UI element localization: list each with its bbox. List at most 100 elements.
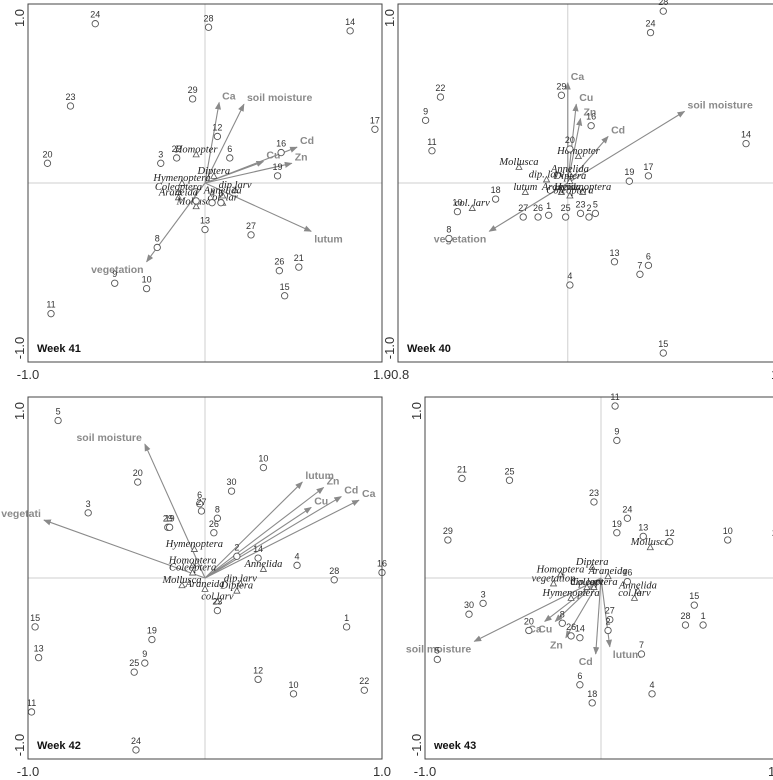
site-point xyxy=(644,261,653,269)
site-label: 14 xyxy=(345,17,355,27)
species-marker xyxy=(468,204,476,211)
site-label: 25 xyxy=(504,466,514,476)
site-label: 7 xyxy=(637,260,642,270)
env-label: Zn xyxy=(550,640,563,652)
species-label: Diptera xyxy=(575,557,609,568)
site-point xyxy=(254,675,262,684)
panel-week-40: Ca Cu Zn Cd soil moisture vegetation Homopter M… xyxy=(382,0,773,382)
y-tick-min: -1.0 xyxy=(409,734,424,756)
site-label: 23 xyxy=(65,92,75,102)
site-point xyxy=(273,172,282,180)
site-label: 11 xyxy=(46,300,55,310)
site-point xyxy=(567,632,575,640)
panel-title: Week 42 xyxy=(37,740,81,752)
site-point xyxy=(576,681,584,689)
species-label: Araneida xyxy=(588,566,628,577)
site-label: 29 xyxy=(556,81,566,91)
species-label: Coleoptera xyxy=(155,182,202,193)
env-arrow xyxy=(593,577,602,655)
plot-frame xyxy=(27,396,383,760)
site-label: 17 xyxy=(643,162,653,172)
species-label: Homoptera xyxy=(536,564,585,575)
site-label: 21 xyxy=(457,464,467,474)
site-point xyxy=(247,231,255,239)
site-label: 3 xyxy=(158,149,163,159)
env-arrow xyxy=(204,487,325,579)
site-point xyxy=(613,436,621,445)
site-point xyxy=(591,209,600,218)
species-marker xyxy=(515,163,523,170)
env-arrow xyxy=(204,161,265,184)
site-label: 19 xyxy=(612,519,622,529)
species-marker xyxy=(604,572,612,580)
site-label: 27 xyxy=(605,606,615,616)
site-point xyxy=(566,281,574,289)
site-point xyxy=(610,258,619,266)
species-marker xyxy=(630,594,639,601)
env-arrow xyxy=(473,577,602,642)
species-label: Diptera xyxy=(553,171,587,182)
env-label: lutum xyxy=(305,470,334,482)
species-marker xyxy=(233,586,241,594)
site-point xyxy=(505,476,514,484)
site-point xyxy=(173,154,181,162)
species-marker xyxy=(259,565,268,572)
site-label: 5 xyxy=(56,407,61,417)
panel-title: week 43 xyxy=(433,740,476,752)
env-label: Zn xyxy=(584,107,597,119)
site-point xyxy=(254,554,262,562)
y-tick-max: 1.0 xyxy=(382,9,397,27)
y-tick-max: 1.0 xyxy=(409,402,424,420)
y-tick-min: -1.0 xyxy=(12,337,27,359)
site-point xyxy=(545,211,553,219)
site-label: 20 xyxy=(133,468,143,478)
species-marker xyxy=(521,188,530,195)
site-label: 8 xyxy=(446,224,451,234)
site-label: 8 xyxy=(155,233,160,243)
site-label: 10 xyxy=(142,275,152,285)
site-point xyxy=(210,529,218,537)
env-label: Cd xyxy=(611,124,625,136)
species-marker xyxy=(231,186,239,194)
site-label: 2 xyxy=(586,203,591,213)
env-label: Ca xyxy=(362,488,376,500)
site-label: 23 xyxy=(589,488,599,498)
env-label: Cu xyxy=(538,623,552,635)
site-point xyxy=(213,132,222,141)
site-label: 1 xyxy=(701,611,706,621)
site-point xyxy=(47,310,55,318)
x-tick-max: 1.0 xyxy=(373,764,391,779)
site-label: 13 xyxy=(638,522,648,532)
site-point xyxy=(623,577,632,586)
site-label: 27 xyxy=(518,203,528,213)
site-point xyxy=(534,213,542,221)
site-point xyxy=(111,279,119,287)
site-label: 22 xyxy=(359,676,369,686)
site-point xyxy=(213,514,222,522)
site-label: 12 xyxy=(253,665,263,675)
y-tick-min: -1.0 xyxy=(12,734,27,756)
site-label: 14 xyxy=(253,544,263,554)
site-point xyxy=(566,145,574,153)
env-label: Cu xyxy=(579,92,593,104)
species-label: Mollusca xyxy=(498,157,538,168)
species-marker xyxy=(178,179,186,186)
site-point xyxy=(196,500,204,508)
env-arrow xyxy=(204,161,293,184)
site-point xyxy=(558,619,566,627)
site-label: 21 xyxy=(294,253,304,263)
panel-title: Week 41 xyxy=(37,343,81,355)
site-point xyxy=(66,102,75,110)
site-label: 18 xyxy=(587,689,597,699)
site-point xyxy=(613,529,621,537)
site-label: 24 xyxy=(646,19,656,29)
site-label: 29 xyxy=(163,513,173,523)
site-point xyxy=(34,653,43,662)
site-point xyxy=(165,523,174,531)
env-arrow xyxy=(567,103,579,184)
site-point xyxy=(153,243,161,252)
species-marker xyxy=(566,170,574,177)
species-marker xyxy=(588,563,596,571)
site-label: 20 xyxy=(565,135,575,145)
panel-title: Week 40 xyxy=(407,343,451,355)
